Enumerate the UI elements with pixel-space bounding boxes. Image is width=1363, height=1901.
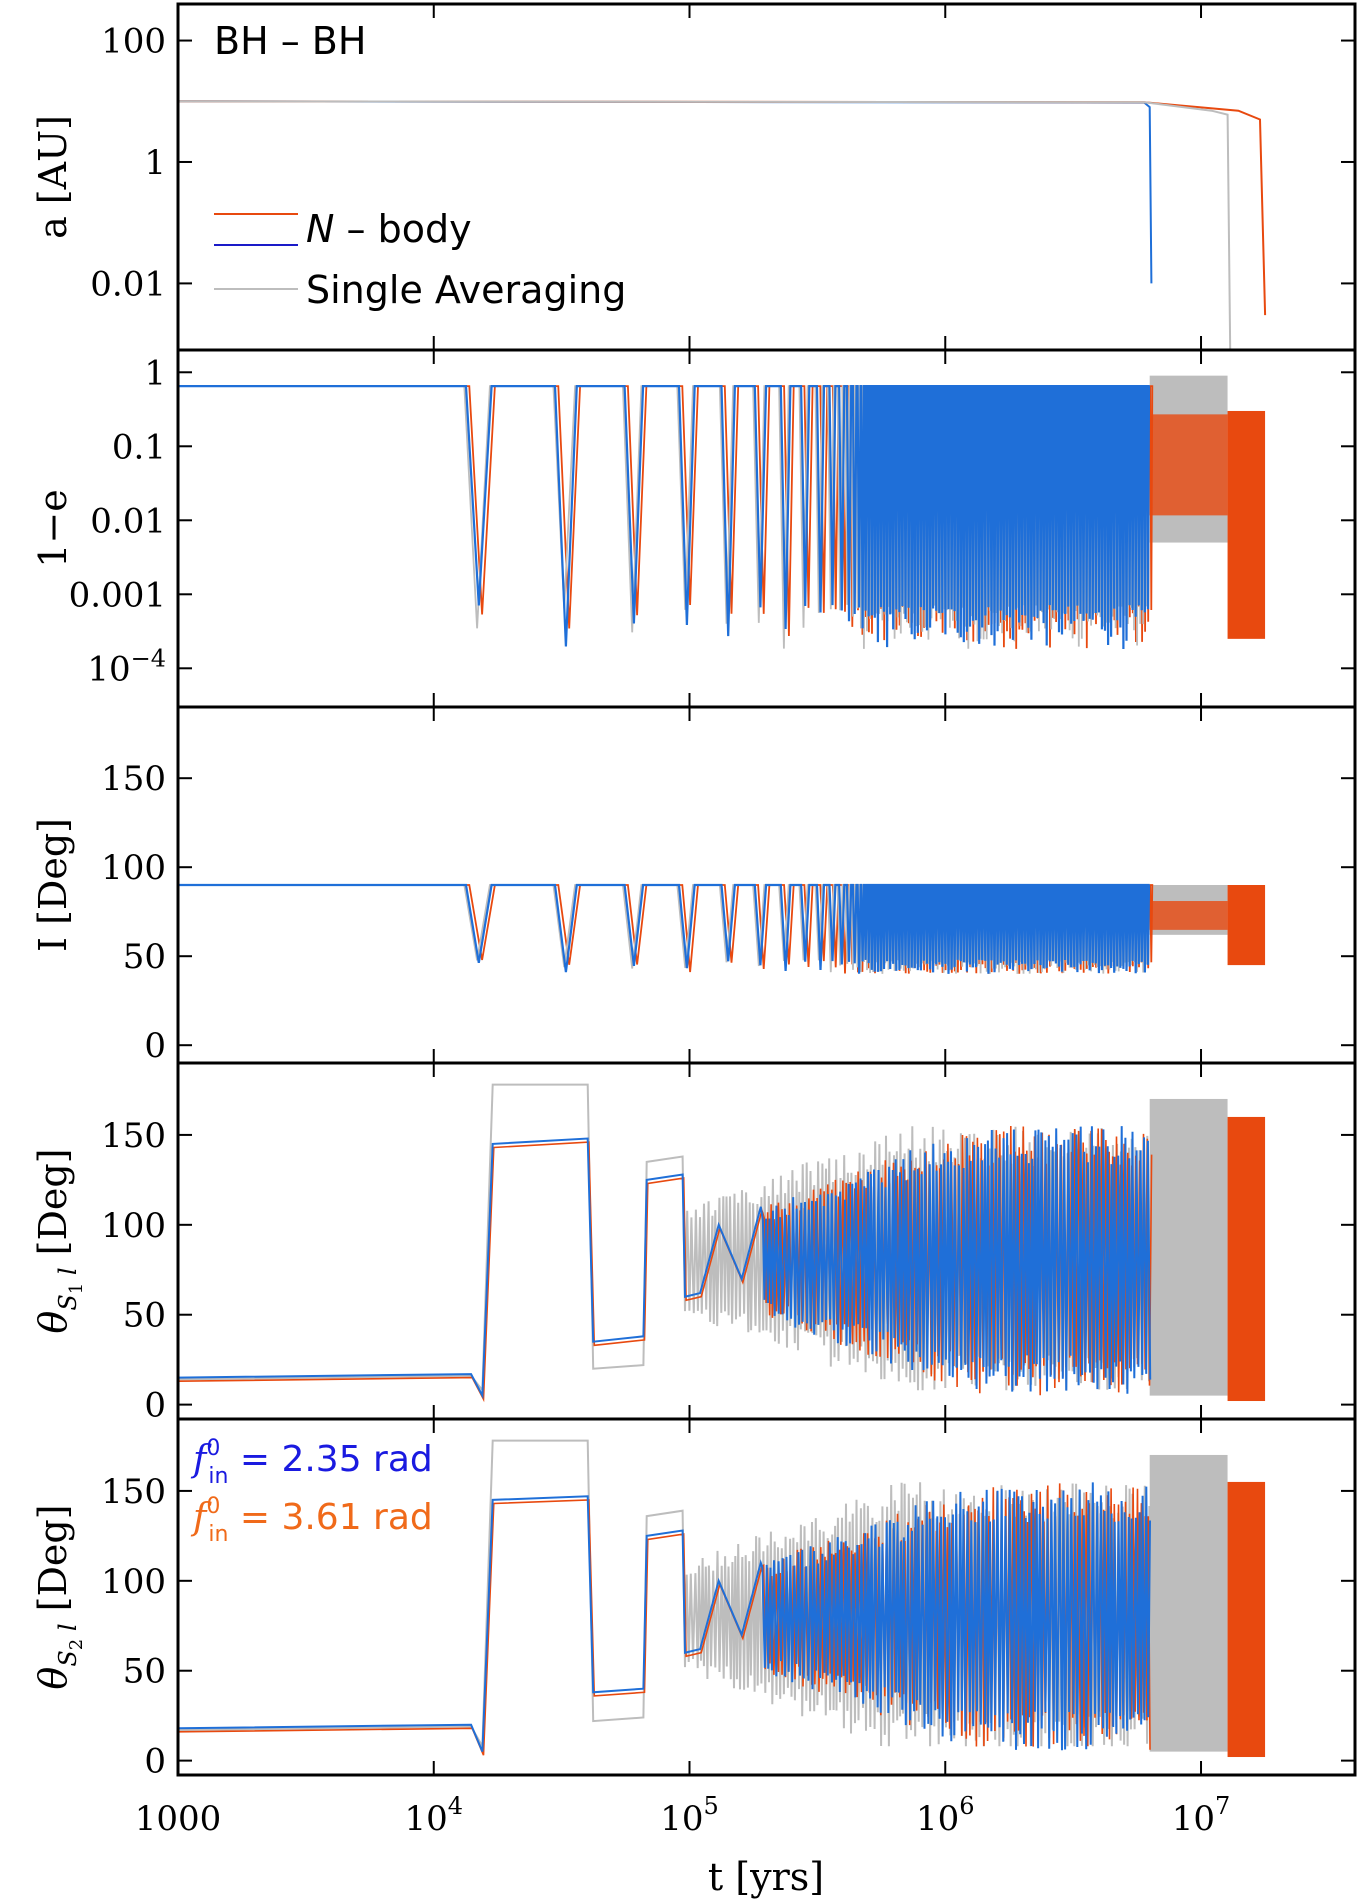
series-line-blue <box>178 883 1151 974</box>
orange-band <box>1227 885 1266 966</box>
y-tick-label: 50 <box>123 1652 166 1692</box>
y-tick-label: 0.1 <box>112 427 166 467</box>
panel-a: 100 1 0.01 a [AU] BH – BH N – body Single Aver… <box>31 2 1357 352</box>
x-tick-label: 104 <box>404 1792 463 1839</box>
y-tick-label: 50 <box>123 937 166 977</box>
orange-band <box>1227 410 1266 639</box>
y-tick-label: 0 <box>144 1742 166 1782</box>
panel-I: 150 100 50 0 I [Deg] <box>31 705 1357 1066</box>
series-line-blue <box>178 1126 1152 1400</box>
orange-band-inner <box>1149 414 1228 516</box>
gray-band <box>1149 1098 1228 1396</box>
y-tick-label: 50 <box>123 1296 166 1336</box>
annotation-finit: f0 in = 2.35 rad <box>190 1436 433 1489</box>
x-tick-label: 107 <box>1172 1792 1231 1839</box>
plot-area <box>178 883 1266 974</box>
y-tick-label: 150 <box>101 759 166 799</box>
y-axis-label: I [Deg] <box>31 818 75 952</box>
y-tick-label: 10−4 <box>87 644 166 689</box>
orange-band <box>1227 1116 1266 1402</box>
y-tick-label: 0.01 <box>90 264 166 304</box>
y-axis-label: a [AU] <box>31 115 75 239</box>
plot-area <box>178 100 1267 350</box>
series-line-gray <box>178 100 1232 350</box>
y-axis-label: 1−e <box>31 489 75 568</box>
series-line-blue <box>178 1482 1151 1752</box>
y-tick-label: 100 <box>101 1562 166 1602</box>
y-tick-label: 100 <box>101 848 166 888</box>
y-tick-label: 150 <box>101 1472 166 1512</box>
y-tick-label: 0.001 <box>69 575 166 615</box>
legend-label-single-averaging: Single Averaging <box>306 268 626 312</box>
y-tick-label: 0 <box>144 1026 166 1066</box>
y-axis-label: θS2 l [Deg] <box>31 1504 87 1689</box>
gray-band <box>1149 1454 1228 1752</box>
panel-1-e: 1 0.1 0.01 0.001 10−4 1−e <box>31 348 1357 709</box>
series-line-blue <box>178 384 1151 650</box>
y-tick-label: 1 <box>144 143 166 183</box>
y-tick-label: 0.01 <box>90 501 166 541</box>
legend-label-nbody: N – body <box>306 207 472 251</box>
series-line-blue <box>178 100 1153 284</box>
orange-band-inner <box>1149 901 1228 930</box>
plot-area <box>178 1083 1266 1403</box>
x-axis-label: t [yrs] <box>708 1855 824 1899</box>
x-tick-label: 1000 <box>135 1799 222 1839</box>
y-tick-label: 0 <box>144 1386 166 1426</box>
plot-area <box>178 1439 1266 1758</box>
annotation-finit: f0 in = 3.61 rad <box>190 1494 433 1547</box>
y-tick-label: 100 <box>101 22 166 62</box>
plot-area <box>178 375 1266 650</box>
x-tick-label: 105 <box>660 1792 719 1839</box>
panel-title: BH – BH <box>214 19 366 63</box>
x-tick-label: 106 <box>916 1792 975 1839</box>
panel-theta_s1_l: 150 100 50 0 θS1 l [Deg] <box>31 1061 1357 1426</box>
panel-frame <box>176 1417 1357 1777</box>
orange-band <box>1227 1481 1266 1758</box>
y-tick-label: 1 <box>144 353 166 393</box>
y-axis-label: θS1 l [Deg] <box>31 1148 87 1333</box>
y-tick-label: 100 <box>101 1206 166 1246</box>
y-tick-label: 150 <box>101 1116 166 1156</box>
